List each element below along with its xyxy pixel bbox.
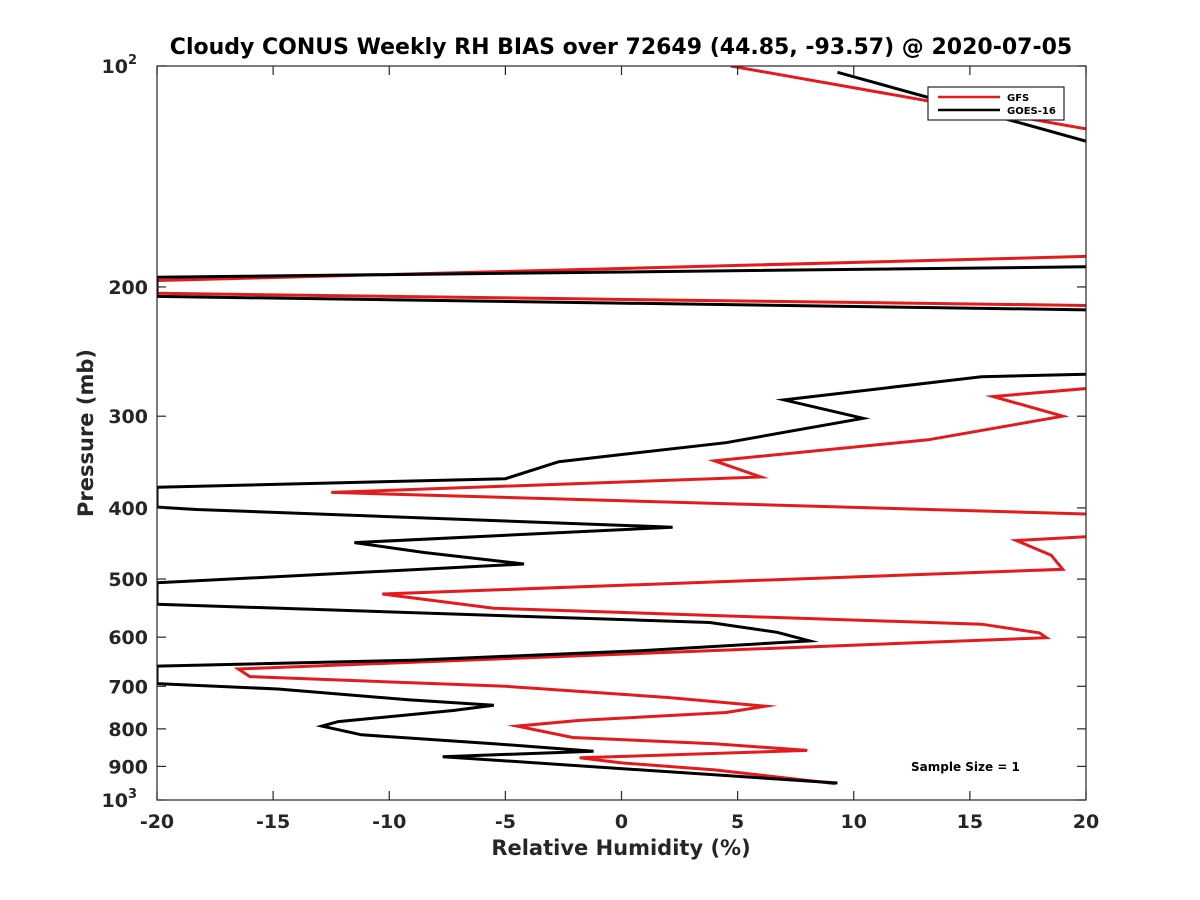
x-tick-label: 20 <box>1073 811 1099 833</box>
y-tick-label: 102 <box>102 53 138 78</box>
x-axis: -20 -15 -10 -5 0 5 10 15 20 <box>140 66 1099 833</box>
y-axis-label: Pressure (mb) <box>74 349 98 517</box>
y-tick-label: 400 <box>108 498 148 520</box>
x-axis-label: Relative Humidity (%) <box>491 836 750 860</box>
x-tick-label: -10 <box>372 811 406 833</box>
y-axis: 102 200 300 400 500 600 700 800 900 103 <box>102 53 1086 812</box>
y-tick-label: 300 <box>108 406 148 428</box>
chart-title: Cloudy CONUS Weekly RH BIAS over 72649 (… <box>170 35 1072 60</box>
y-tick-label: 600 <box>108 627 148 649</box>
legend-box <box>927 86 1065 121</box>
x-tick-label: -5 <box>495 811 516 833</box>
series-layer <box>157 66 1086 786</box>
y-tick-label: 700 <box>108 676 148 698</box>
y-tick-label: 800 <box>108 719 148 741</box>
x-tick-label: 5 <box>731 811 744 833</box>
x-tick-label: -15 <box>256 811 290 833</box>
y-tick-label: 200 <box>108 277 148 299</box>
x-tick-label: -20 <box>140 811 174 833</box>
x-tick-label: 15 <box>957 811 983 833</box>
legend-label-gfs: GFS <box>1007 93 1029 104</box>
series-line-goes16 <box>157 70 1086 785</box>
y-tick-label: 500 <box>108 569 148 591</box>
legend: GFS GOES-16 <box>927 86 1065 121</box>
x-tick-label: 10 <box>841 811 867 833</box>
y-tick-label: 103 <box>102 787 138 812</box>
sample-size-annotation: Sample Size = 1 <box>911 760 1020 774</box>
y-tick-label: 900 <box>108 756 148 778</box>
x-tick-label: 0 <box>615 811 628 833</box>
legend-label-goes16: GOES-16 <box>1007 106 1056 117</box>
series-line-gfs <box>157 66 1086 786</box>
